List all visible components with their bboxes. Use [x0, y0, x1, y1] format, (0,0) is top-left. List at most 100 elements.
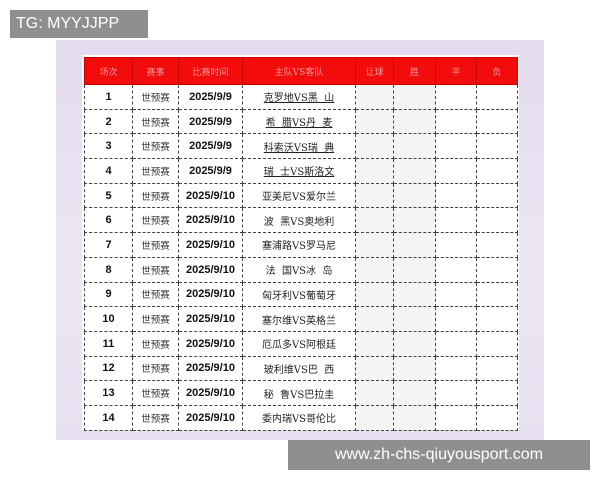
event-cell: 世预赛 [132, 232, 179, 258]
date-cell: 2025/9/10 [178, 355, 243, 382]
loss-cell [476, 232, 518, 258]
win-cell [393, 207, 436, 234]
draw-cell [435, 380, 477, 406]
date-cell-text: 2025/9/10 [186, 288, 235, 301]
loss-cell [476, 404, 518, 431]
event-cell-text: 世预赛 [141, 389, 170, 401]
teams-cell: 玻利维VS巴 西 [242, 355, 356, 382]
event-cell: 世预赛 [132, 108, 179, 135]
date-cell: 2025/9/10 [178, 232, 243, 258]
header-teams: 主队VS客队 [242, 57, 356, 85]
draw-cell [435, 158, 477, 184]
loss-cell [476, 207, 518, 234]
event-cell-text: 世预赛 [141, 92, 170, 104]
draw-cell [435, 404, 477, 431]
teams-cell: 厄瓜多VS阿根廷 [242, 330, 356, 357]
date-cell: 2025/9/10 [178, 281, 243, 308]
teams-cell: 塞浦路VS罗马尼 [242, 232, 356, 258]
date-cell: 2025/9/10 [178, 256, 243, 283]
match-no-cell: 14 [84, 404, 133, 431]
draw-cell [435, 108, 477, 135]
date-cell: 2025/9/9 [178, 133, 243, 160]
win-cell [393, 404, 436, 431]
teams-cell-text: 秘 鲁VS巴拉圭 [263, 389, 335, 401]
win-cell [393, 108, 436, 135]
table-row: 11 世预赛 2025/9/10 厄瓜多VS阿根廷 [84, 330, 518, 357]
event-cell: 世预赛 [132, 330, 179, 357]
win-cell [393, 330, 436, 357]
event-cell: 世预赛 [132, 84, 179, 110]
date-cell: 2025/9/9 [178, 158, 243, 184]
loss-cell [476, 133, 518, 160]
loss-cell [476, 355, 518, 382]
handicap-cell [355, 330, 394, 357]
date-cell-text: 2025/9/10 [186, 238, 235, 251]
match-no-cell-text: 9 [105, 288, 112, 301]
loss-cell [476, 306, 518, 332]
match-no-cell: 6 [84, 207, 133, 234]
match-no-cell: 7 [84, 232, 133, 258]
teams-cell: 瑞 士VS斯洛文 [242, 158, 356, 184]
draw-cell [435, 84, 477, 110]
match-no-cell-text: 14 [102, 411, 115, 424]
match-no-cell-text: 7 [105, 238, 112, 251]
date-cell-text: 2025/9/10 [186, 313, 235, 326]
event-cell-text: 世预赛 [141, 265, 170, 277]
date-cell-text: 2025/9/9 [189, 164, 232, 177]
win-cell [393, 133, 436, 160]
draw-cell [435, 256, 477, 283]
teams-cell-text: 塞尔维VS英格兰 [261, 315, 337, 327]
table-row: 9 世预赛 2025/9/10 匈牙利VS葡萄牙 [84, 281, 518, 308]
match-no-cell-text: 1 [105, 90, 112, 103]
date-cell: 2025/9/10 [178, 182, 243, 209]
table-row: 7 世预赛 2025/9/10 塞浦路VS罗马尼 [84, 232, 518, 258]
match-no-cell: 5 [84, 182, 133, 209]
loss-cell [476, 330, 518, 357]
teams-cell-text: 科索沃VS瑞 典 [263, 142, 335, 154]
date-cell-text: 2025/9/9 [189, 90, 232, 103]
match-no-cell: 10 [84, 306, 133, 332]
match-no-cell: 1 [84, 84, 133, 110]
event-cell: 世预赛 [132, 306, 179, 332]
teams-cell: 法 国VS冰 岛 [242, 256, 356, 283]
teams-cell: 科索沃VS瑞 典 [242, 133, 356, 160]
teams-cell-text: 波 黑VS奥地利 [263, 216, 335, 228]
date-cell-text: 2025/9/9 [189, 140, 232, 153]
draw-cell [435, 207, 477, 234]
header-date: 比赛时间 [178, 57, 243, 85]
table-row: 8 世预赛 2025/9/10 法 国VS冰 岛 [84, 256, 518, 283]
teams-cell-text: 法 国VS冰 岛 [265, 266, 333, 278]
match-schedule-table: 场次 赛事 比赛时间 主队VS客队 让球 胜 平 负 1 世预赛 2025/9/9 克… [84, 57, 518, 431]
event-cell-text: 世预赛 [141, 290, 170, 302]
loss-cell [476, 380, 518, 406]
win-cell [393, 158, 436, 184]
event-cell: 世预赛 [132, 355, 179, 382]
event-cell-text: 世预赛 [141, 240, 170, 252]
event-cell: 世预赛 [132, 281, 179, 308]
date-cell-text: 2025/9/10 [186, 263, 235, 276]
draw-cell [435, 133, 477, 160]
date-cell-text: 2025/9/9 [189, 115, 232, 128]
table-header-row: 场次 赛事 比赛时间 主队VS客队 让球 胜 平 负 [84, 57, 518, 85]
match-no-cell-text: 6 [105, 214, 112, 227]
teams-cell: 克罗地VS黑 山 [242, 84, 356, 110]
loss-cell [476, 256, 518, 283]
tg-label: TG: MYYJJPP [10, 10, 148, 38]
teams-cell: 塞尔维VS英格兰 [242, 306, 356, 332]
match-no-cell-text: 8 [105, 263, 112, 276]
event-cell: 世预赛 [132, 380, 179, 406]
teams-cell-text: 克罗地VS黑 山 [263, 93, 335, 105]
match-no-cell-text: 11 [102, 337, 115, 350]
handicap-cell [355, 207, 394, 234]
loss-cell [476, 182, 518, 209]
loss-cell [476, 108, 518, 135]
handicap-cell [355, 306, 394, 332]
date-cell: 2025/9/9 [178, 84, 243, 110]
handicap-cell [355, 232, 394, 258]
win-cell [393, 306, 436, 332]
handicap-cell [355, 355, 394, 382]
loss-cell [476, 84, 518, 110]
date-cell-text: 2025/9/10 [186, 362, 235, 375]
date-cell: 2025/9/9 [178, 108, 243, 135]
header-draw: 平 [435, 57, 477, 85]
